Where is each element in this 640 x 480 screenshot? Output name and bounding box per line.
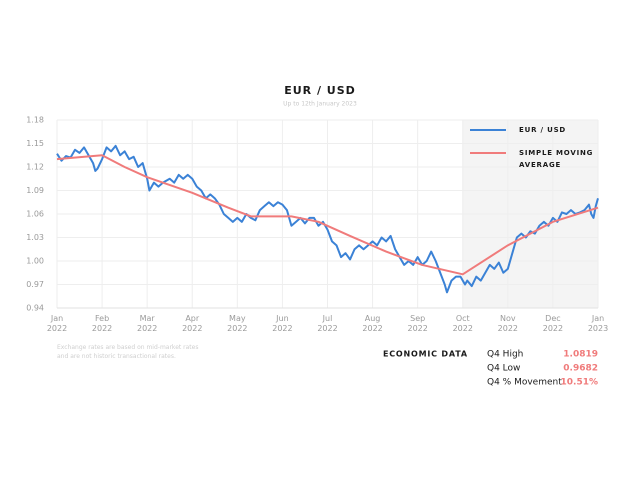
series-line <box>56 154 599 276</box>
legend-label: SIMPLE MOVING AVERAGE <box>519 149 593 169</box>
x-tick-label: Oct 2022 <box>453 314 473 333</box>
y-tick-label: 1.03 <box>26 233 44 242</box>
chart-title: EUR / USD <box>284 84 356 97</box>
x-tick-label: Aug 2022 <box>362 314 382 333</box>
x-tick-label: May 2022 <box>227 314 247 333</box>
stat-value: 10.51% <box>561 378 599 388</box>
chart-subtitle: Up to 12th January 2023 <box>283 101 357 108</box>
y-tick-label: 0.94 <box>26 304 44 313</box>
stat-label: Q4 % Movement <box>487 378 562 388</box>
y-tick-label: 1.09 <box>26 186 44 195</box>
x-tick-label: Sep 2022 <box>407 314 427 333</box>
stat-value: 0.9682 <box>563 364 598 374</box>
footnote: Exchange rates are based on mid-market r… <box>57 344 198 360</box>
x-tick-label: Jul 2022 <box>317 314 337 333</box>
y-tick-label: 0.97 <box>26 280 44 289</box>
y-tick-label: 1.18 <box>26 116 44 125</box>
x-tick-label: Dec 2022 <box>543 314 563 333</box>
x-tick-label: Feb 2022 <box>92 314 112 333</box>
stat-value: 1.0819 <box>563 350 598 360</box>
x-tick-label: Jun 2022 <box>272 314 292 333</box>
legend-label: EUR / USD <box>519 126 566 134</box>
x-tick-label: Apr 2022 <box>182 314 202 333</box>
x-tick-label: Jan 2023 <box>588 314 608 333</box>
y-tick-label: 1.06 <box>26 210 44 219</box>
economic-data-title: ECONOMIC DATA <box>383 350 468 359</box>
y-tick-label: 1.15 <box>26 139 44 148</box>
x-tick-label: Mar 2022 <box>137 314 157 333</box>
x-tick-label: Jan 2022 <box>47 314 67 333</box>
series-line <box>56 144 599 294</box>
y-tick-label: 1.12 <box>26 163 44 172</box>
y-tick-label: 1.00 <box>26 257 44 266</box>
stat-label: Q4 Low <box>487 364 520 374</box>
stat-label: Q4 High <box>487 350 523 360</box>
x-tick-label: Nov 2022 <box>498 314 518 333</box>
